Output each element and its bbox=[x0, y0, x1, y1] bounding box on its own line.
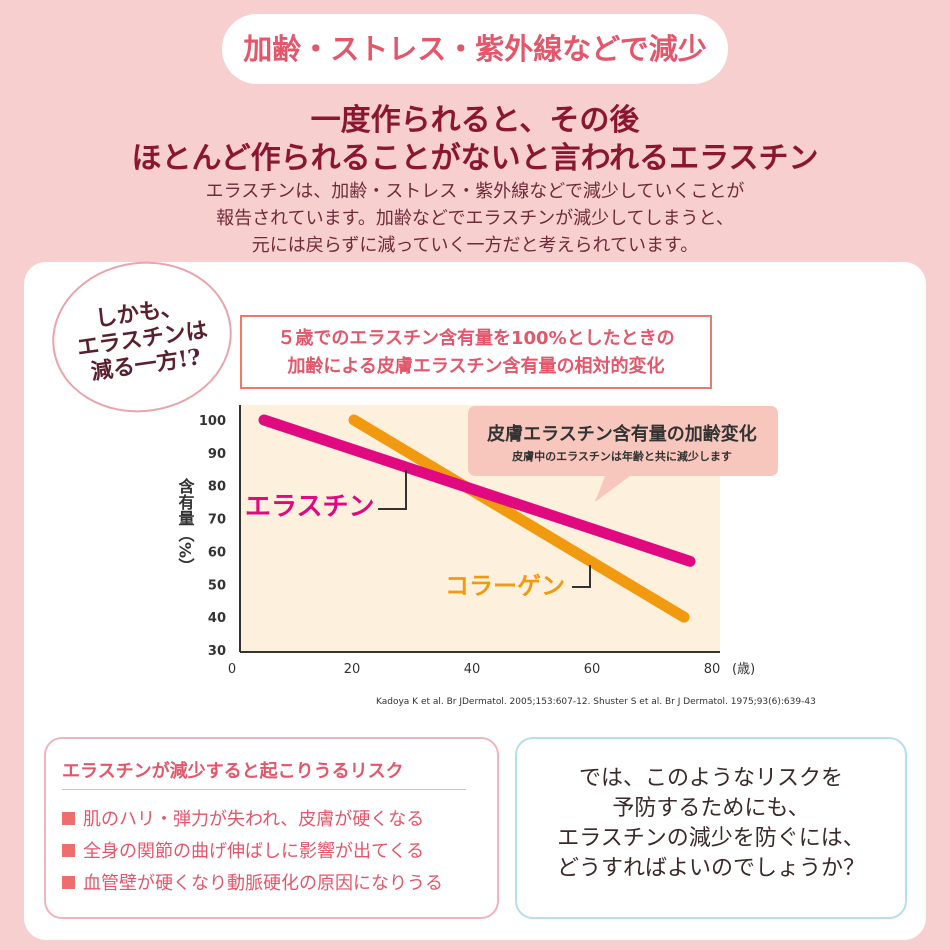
x-tick-label: 20 bbox=[344, 662, 361, 677]
x-tick-label: 40 bbox=[464, 662, 481, 677]
question-line: どうすればよいのでしょうか？ bbox=[556, 856, 865, 881]
question-line: では、このようなリスクを bbox=[578, 766, 843, 791]
series-line-collagen bbox=[348, 414, 690, 623]
y-axis-label: 含有量（%） bbox=[176, 477, 195, 574]
headline-pill: 加齢・ストレス・紫外線などで減少 bbox=[222, 14, 728, 84]
question-box: では、このようなリスクを 予防するためにも、 エラスチンの減少を防ぐには、 どう… bbox=[515, 737, 907, 919]
risk-item: 全身の関節の曲げ伸ばしに影響が出てくる bbox=[62, 837, 424, 863]
y-tick-label: 40 bbox=[208, 611, 226, 626]
intro-line: 元には戻らずに減っていく一方だと考えられています。 bbox=[251, 235, 699, 256]
caption-line: ５歳でのエラスチン含有量を100%としたときの bbox=[277, 328, 675, 349]
question-line: エラスチンの減少を防ぐには、 bbox=[557, 826, 865, 851]
chart-annotation-bubble bbox=[468, 406, 778, 502]
headline-line-1: 一度作られると、その後 bbox=[310, 103, 640, 138]
chart-subtitle: 皮膚中のエラスチンは年齢と共に減少します bbox=[511, 449, 732, 463]
caption-line: 加齢による皮膚エラスチン含有量の相対的変化 bbox=[287, 356, 665, 377]
question-line: 予防するためにも、 bbox=[612, 796, 810, 821]
intro-text: エラスチンは、加齢・ストレス・紫外線などで減少していくことが 報告されています。… bbox=[0, 178, 950, 259]
x-tick-label: 60 bbox=[584, 662, 601, 677]
headline-line-2: ほとんど作られることがないと言われるエラスチン bbox=[131, 141, 819, 176]
intro-line: エラスチンは、加齢・ストレス・紫外線などで減少していくことが bbox=[205, 181, 745, 202]
intro-line: 報告されています。加齢などでエラスチンが減少してしまうと、 bbox=[216, 208, 734, 229]
risk-item: 血管壁が硬くなり動脈硬化の原因になりうる bbox=[62, 869, 443, 895]
chart-title: 皮膚エラスチン含有量の加齢変化 bbox=[487, 423, 757, 445]
y-tick-label: 100 bbox=[199, 414, 226, 429]
x-tick-label: 0 bbox=[228, 662, 236, 677]
legend-elastin-leader bbox=[378, 470, 407, 510]
y-tick-label: 70 bbox=[208, 513, 226, 528]
citation: Kadoya K et al. Br JDermatol. 2005;153:6… bbox=[376, 697, 816, 707]
y-tick-label: 30 bbox=[208, 644, 226, 659]
risk-box: エラスチンが減少すると起こりうるリスク 肌のハリ・弾力が失われ、皮膚が硬くなる … bbox=[44, 737, 499, 919]
series-line-elastin bbox=[258, 414, 696, 567]
y-tick-label: 50 bbox=[208, 578, 226, 593]
y-tick-label: 90 bbox=[208, 447, 226, 462]
risk-title: エラスチンが減少すると起こりうるリスク bbox=[62, 757, 466, 790]
y-tick-label: 60 bbox=[208, 545, 226, 560]
y-tick-label: 80 bbox=[208, 480, 226, 495]
risk-item: 肌のハリ・弾力が失われ、皮膚が硬くなる bbox=[62, 805, 424, 831]
x-tick-label: 80 bbox=[704, 662, 721, 677]
legend-collagen-leader bbox=[572, 565, 591, 588]
legend-collagen: コラーゲン bbox=[445, 572, 565, 600]
legend-elastin: エラスチン bbox=[245, 492, 374, 522]
x-axis-unit: (歳) bbox=[732, 662, 755, 677]
chart-caption: ５歳でのエラスチン含有量を100%としたときの 加齢による皮膚エラスチン含有量の… bbox=[240, 315, 712, 389]
